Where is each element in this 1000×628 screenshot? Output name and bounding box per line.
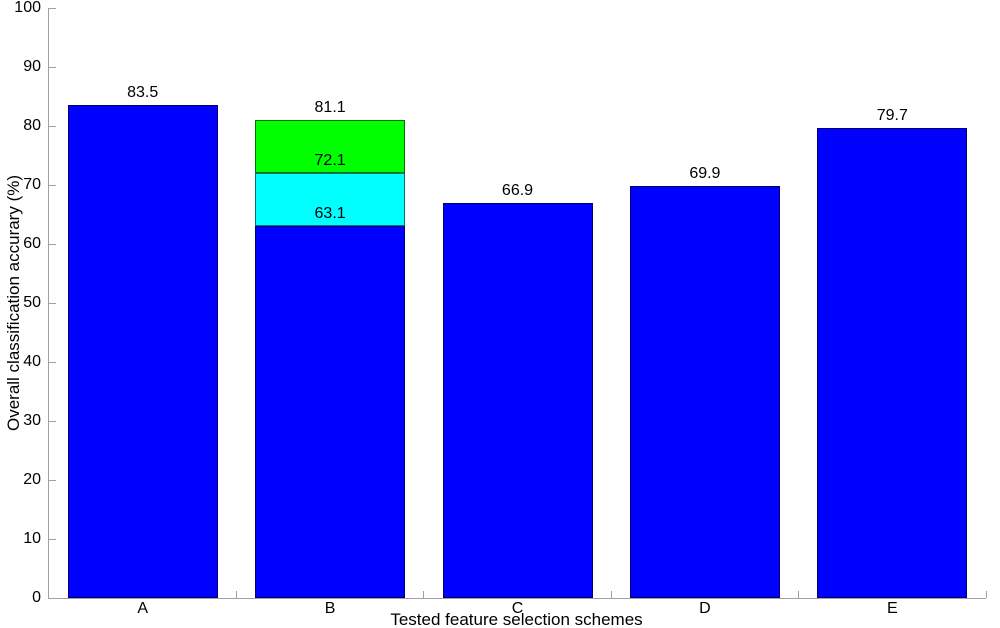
bar-segment-D	[629, 185, 780, 598]
x-category-label: C	[511, 600, 524, 617]
x-category-label: D	[699, 600, 711, 617]
bar-segment-B	[255, 225, 406, 598]
x-tick	[798, 591, 800, 598]
bar-segment-A	[67, 105, 218, 598]
y-tick-label: 80	[23, 117, 41, 134]
y-tick-label: 70	[23, 176, 41, 193]
plot-area: 0 10 20 30 40 50 60 70 80 90 100 83.5 A 63.1 72.1 81.1 B…	[14, 0, 987, 617]
bar-value-label: 63.1	[314, 204, 346, 222]
y-tick-label: 0	[32, 589, 41, 606]
x-tick	[235, 591, 237, 598]
y-tick	[49, 538, 56, 540]
bar-segment-B	[255, 172, 406, 226]
x-tick	[610, 591, 612, 598]
y-tick-label: 50	[23, 294, 41, 311]
x-category-label: A	[137, 600, 149, 617]
bar-value-label: 72.1	[314, 151, 346, 169]
bar-segment-C	[442, 203, 593, 598]
y-tick-label: 20	[23, 471, 41, 488]
bar-value-label: 69.9	[689, 164, 721, 182]
y-tick-label: 40	[23, 353, 41, 370]
y-tick-label: 10	[23, 530, 41, 547]
x-category-label: B	[324, 600, 336, 617]
bar-segment-B	[255, 119, 406, 173]
y-tick	[49, 125, 56, 127]
bar-value-label: 66.9	[501, 182, 534, 200]
y-tick-label: 90	[23, 58, 41, 75]
y-tick	[49, 361, 56, 363]
y-tick	[49, 7, 56, 9]
y-tick	[49, 479, 56, 481]
y-tick	[49, 184, 56, 186]
y-tick-label: 60	[23, 235, 41, 252]
bar-value-label: 79.7	[876, 106, 908, 124]
y-tick	[49, 302, 56, 304]
x-axis-label: Tested feature selection schemes	[390, 610, 643, 628]
x-tick	[985, 591, 987, 598]
bar-value-label: 81.1	[314, 98, 346, 116]
y-tick	[49, 66, 56, 68]
y-tick-label: 30	[23, 412, 41, 429]
y-tick	[49, 243, 56, 245]
bar-value-label: 83.5	[127, 84, 159, 102]
bar-segment-E	[817, 127, 968, 598]
y-tick-label: 100	[14, 0, 41, 16]
y-axis-label: Overall classification accurary (%)	[4, 174, 23, 432]
y-tick	[49, 420, 56, 422]
x-category-label: E	[886, 600, 898, 617]
x-tick	[423, 591, 425, 598]
